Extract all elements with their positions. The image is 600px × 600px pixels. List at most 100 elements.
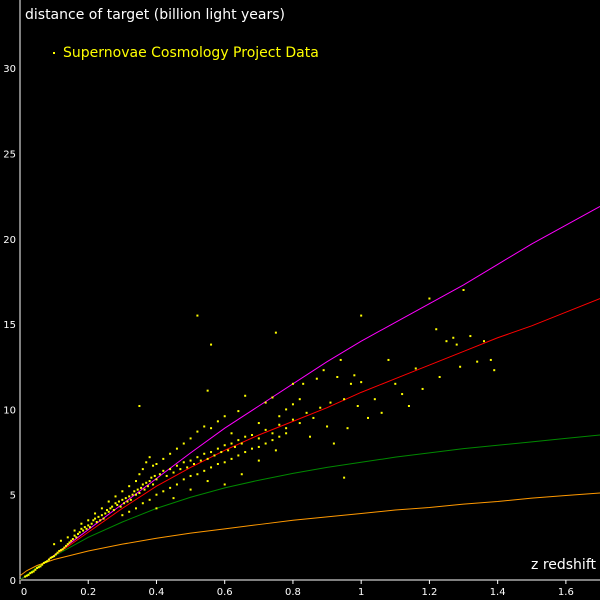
data-point (107, 510, 110, 513)
y-tick-label: 20 (3, 235, 16, 246)
x-tick-label: 1.6 (558, 587, 574, 598)
data-point (82, 529, 85, 532)
data-point (285, 408, 288, 411)
legend-marker (53, 52, 55, 54)
data-point (210, 343, 213, 346)
legend: Supernovae Cosmology Project Data (53, 45, 319, 61)
data-point (196, 473, 199, 476)
data-point (152, 483, 155, 486)
x-tick-label: 0.6 (217, 587, 233, 598)
data-point (71, 538, 74, 541)
data-point (278, 423, 281, 426)
data-point (452, 336, 455, 339)
data-point (42, 561, 45, 564)
data-point (227, 449, 230, 452)
data-point (128, 495, 131, 498)
data-point (116, 503, 119, 506)
data-point (66, 536, 69, 539)
data-point (59, 549, 62, 552)
data-point (46, 560, 49, 563)
data-point (312, 416, 315, 419)
data-point (153, 474, 156, 477)
data-point (133, 490, 136, 493)
data-point (44, 561, 47, 564)
x-tick-label: 1 (358, 587, 364, 598)
data-point (88, 526, 91, 529)
data-point (51, 555, 54, 558)
data-point (92, 519, 95, 522)
x-tick-label: 0.2 (80, 587, 96, 598)
data-point (493, 369, 496, 372)
data-point (111, 505, 114, 508)
data-point (54, 553, 57, 556)
data-point (53, 543, 56, 546)
data-point (95, 521, 98, 523)
data-point (138, 492, 141, 494)
model-curve (19, 298, 600, 581)
data-point (237, 454, 240, 457)
data-point (141, 502, 144, 505)
data-point (223, 483, 226, 486)
data-point (230, 432, 233, 435)
data-point (356, 405, 359, 407)
data-point (274, 331, 277, 334)
data-point (121, 490, 124, 493)
data-point (414, 367, 417, 370)
data-point (24, 575, 27, 578)
data-point (223, 415, 226, 418)
data-point (206, 480, 209, 483)
data-point (206, 457, 209, 460)
data-point (162, 490, 165, 493)
data-point (152, 464, 155, 467)
x-axis-label: z redshift (531, 557, 596, 573)
data-point (65, 544, 68, 547)
legend-label: Supernovae Cosmology Project Data (63, 45, 319, 61)
data-point (285, 427, 288, 430)
data-point (106, 509, 108, 512)
data-point (169, 452, 172, 455)
data-point (138, 473, 141, 476)
data-point (32, 570, 35, 573)
data-point (469, 335, 472, 338)
data-point (77, 532, 79, 535)
data-point (100, 514, 103, 517)
data-point (298, 398, 301, 401)
data-point (220, 451, 223, 454)
data-point (428, 297, 431, 300)
data-point (387, 358, 390, 361)
x-tick-label: 0 (21, 587, 27, 598)
data-point (182, 442, 185, 445)
data-point (37, 566, 40, 569)
data-point (27, 573, 30, 576)
data-point (128, 485, 131, 488)
data-point (285, 432, 288, 435)
data-point (59, 539, 62, 542)
data-point (162, 457, 165, 460)
data-point (53, 555, 56, 558)
data-point (199, 459, 202, 462)
data-point (326, 425, 329, 428)
data-point (309, 435, 311, 438)
data-point (155, 493, 158, 496)
data-point (114, 502, 117, 505)
data-point (158, 473, 161, 476)
data-point (264, 442, 267, 445)
data-point (80, 527, 83, 530)
data-point (407, 405, 410, 407)
data-point (343, 398, 346, 401)
data-point (483, 340, 485, 343)
data-point (278, 435, 281, 438)
data-point (182, 461, 185, 464)
data-point (99, 519, 102, 522)
data-points (24, 289, 496, 578)
data-point (109, 507, 112, 510)
data-point (155, 478, 158, 481)
data-point (332, 442, 335, 445)
y-tick-label: 15 (3, 320, 16, 331)
data-point (128, 510, 131, 513)
y-tick-label: 0 (10, 576, 16, 587)
data-point (75, 536, 78, 539)
data-point (175, 447, 178, 450)
data-point (36, 567, 39, 570)
